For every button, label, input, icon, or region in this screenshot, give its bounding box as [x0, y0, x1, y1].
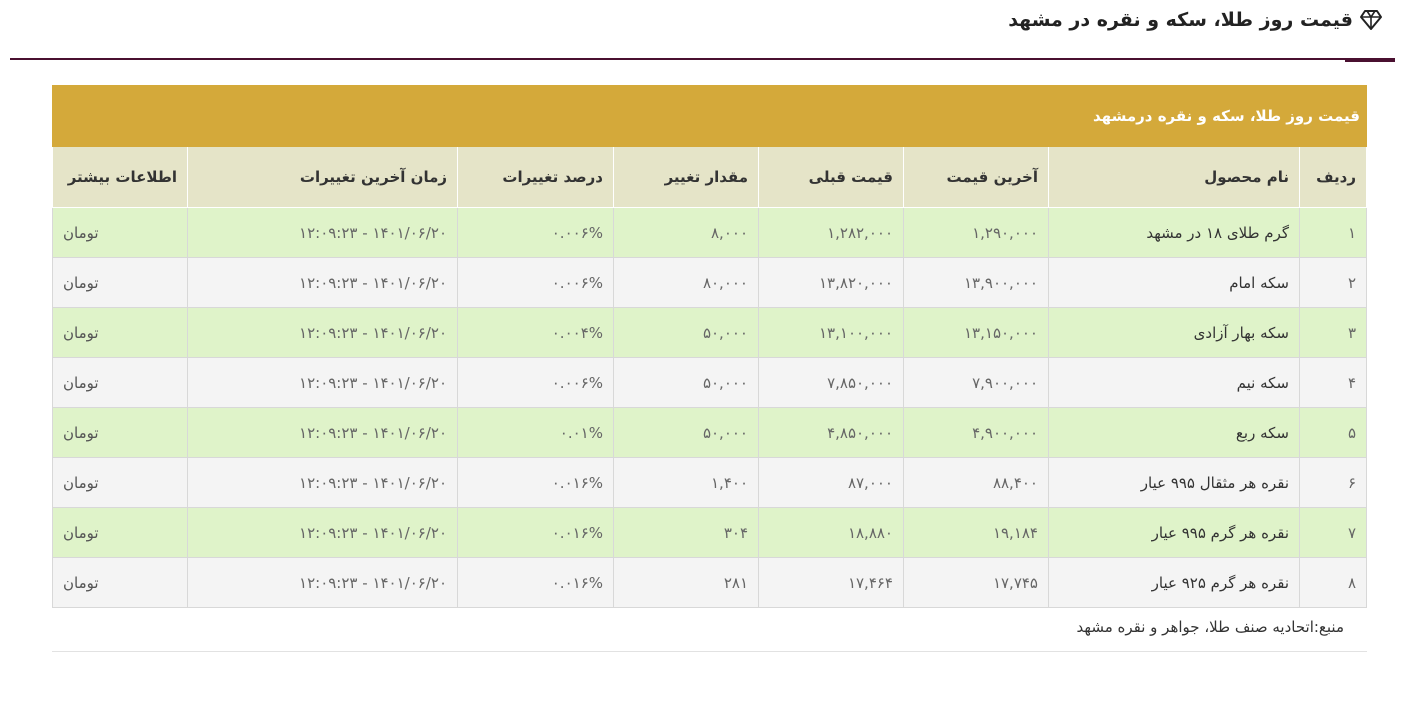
row-prev-price: ۱۷,۴۶۴ [758, 557, 904, 608]
row-unit: تومان [52, 257, 188, 308]
row-last-price: ۸۸,۴۰۰ [903, 457, 1049, 508]
table-body: ۱ گرم طلای ۱۸ در مشهد ۱,۲۹۰,۰۰۰ ۱,۲۸۲,۰۰۰ ۸,… [52, 207, 1367, 608]
table-caption-row: قیمت روز طلا، سکه و نقره درمشهد [52, 85, 1367, 147]
gem-icon [1360, 10, 1382, 30]
row-product-name: سکه امام [1048, 257, 1300, 308]
row-prev-price: ۱۳,۱۰۰,۰۰۰ [758, 307, 904, 358]
col-header-product: نام محصول [1048, 146, 1300, 208]
row-change-percent: ۰.۰۱۶% [457, 457, 614, 508]
row-product-name: سکه نیم [1048, 357, 1300, 408]
table-row: ۷ نقره هر گرم ۹۹۵ عیار ۱۹,۱۸۴ ۱۸,۸۸۰ ۳۰۴ ۰.۰۱… [52, 507, 1367, 558]
row-last-price: ۴,۹۰۰,۰۰۰ [903, 407, 1049, 458]
row-change-percent: ۰.۰۱% [457, 407, 614, 458]
table-row: ۸ نقره هر گرم ۹۲۵ عیار ۱۷,۷۴۵ ۱۷,۴۶۴ ۲۸۱ ۰.۰۱… [52, 557, 1367, 608]
table-row: ۳ سکه بهار آزادی ۱۳,۱۵۰,۰۰۰ ۱۳,۱۰۰,۰۰۰ ۵۰,۰۰… [52, 307, 1367, 358]
row-update-time: ۱۴۰۱/۰۶/۲۰ - ۱۲:۰۹:۲۳ [187, 407, 458, 458]
row-rank: ۳ [1299, 307, 1367, 358]
row-prev-price: ۱,۲۸۲,۰۰۰ [758, 207, 904, 258]
row-last-price: ۱,۲۹۰,۰۰۰ [903, 207, 1049, 258]
row-change-amount: ۸۰,۰۰۰ [613, 257, 759, 308]
row-rank: ۱ [1299, 207, 1367, 258]
col-header-update-time: زمان آخرین تغییرات [187, 146, 458, 208]
row-rank: ۶ [1299, 457, 1367, 508]
row-product-name: سکه ربع [1048, 407, 1300, 458]
row-update-time: ۱۴۰۱/۰۶/۲۰ - ۱۲:۰۹:۲۳ [187, 357, 458, 408]
row-prev-price: ۸۷,۰۰۰ [758, 457, 904, 508]
row-last-price: ۱۷,۷۴۵ [903, 557, 1049, 608]
row-last-price: ۱۳,۹۰۰,۰۰۰ [903, 257, 1049, 308]
row-product-name: نقره هر گرم ۹۲۵ عیار [1048, 557, 1300, 608]
row-change-amount: ۱,۴۰۰ [613, 457, 759, 508]
row-unit: تومان [52, 307, 188, 358]
row-unit: تومان [52, 407, 188, 458]
row-product-name: سکه بهار آزادی [1048, 307, 1300, 358]
page-title-group: قیمت روز طلا، سکه و نقره در مشهد [1008, 8, 1383, 32]
row-change-percent: ۰.۰۰۶% [457, 207, 614, 258]
row-update-time: ۱۴۰۱/۰۶/۲۰ - ۱۲:۰۹:۲۳ [187, 207, 458, 258]
col-header-change-percent: درصد تغییرات [457, 146, 614, 208]
row-unit: تومان [52, 357, 188, 408]
page-header: قیمت روز طلا، سکه و نقره در مشهد [10, 0, 1395, 62]
row-update-time: ۱۴۰۱/۰۶/۲۰ - ۱۲:۰۹:۲۳ [187, 257, 458, 308]
price-table-container: قیمت روز طلا، سکه و نقره درمشهد ردیف نام… [52, 85, 1367, 608]
row-last-price: ۱۹,۱۸۴ [903, 507, 1049, 558]
header-accent-bar [1345, 58, 1395, 62]
row-unit: تومان [52, 507, 188, 558]
table-row: ۱ گرم طلای ۱۸ در مشهد ۱,۲۹۰,۰۰۰ ۱,۲۸۲,۰۰۰ ۸,… [52, 207, 1367, 258]
row-last-price: ۱۳,۱۵۰,۰۰۰ [903, 307, 1049, 358]
row-update-time: ۱۴۰۱/۰۶/۲۰ - ۱۲:۰۹:۲۳ [187, 507, 458, 558]
row-prev-price: ۷,۸۵۰,۰۰۰ [758, 357, 904, 408]
row-prev-price: ۱۸,۸۸۰ [758, 507, 904, 558]
row-unit: تومان [52, 207, 188, 258]
row-prev-price: ۱۳,۸۲۰,۰۰۰ [758, 257, 904, 308]
row-update-time: ۱۴۰۱/۰۶/۲۰ - ۱۲:۰۹:۲۳ [187, 557, 458, 608]
row-rank: ۴ [1299, 357, 1367, 408]
row-unit: تومان [52, 557, 188, 608]
row-update-time: ۱۴۰۱/۰۶/۲۰ - ۱۲:۰۹:۲۳ [187, 307, 458, 358]
row-change-percent: ۰.۰۱۶% [457, 507, 614, 558]
table-header-row: ردیف نام محصول آخرین قیمت قیمت قبلی مقدا… [52, 146, 1367, 208]
row-product-name: نقره هر گرم ۹۹۵ عیار [1048, 507, 1300, 558]
footer-divider [52, 651, 1367, 652]
row-change-percent: ۰.۰۰۶% [457, 357, 614, 408]
col-header-prev-price: قیمت قبلی [758, 146, 904, 208]
col-header-more-info: اطلاعات بیشتر [52, 146, 188, 208]
row-change-amount: ۵۰,۰۰۰ [613, 357, 759, 408]
row-product-name: گرم طلای ۱۸ در مشهد [1048, 207, 1300, 258]
price-table: قیمت روز طلا، سکه و نقره درمشهد ردیف نام… [52, 85, 1367, 608]
row-rank: ۲ [1299, 257, 1367, 308]
row-change-amount: ۵۰,۰۰۰ [613, 407, 759, 458]
row-change-amount: ۳۰۴ [613, 507, 759, 558]
row-change-percent: ۰.۰۰۶% [457, 257, 614, 308]
row-change-percent: ۰.۰۱۶% [457, 557, 614, 608]
table-caption: قیمت روز طلا، سکه و نقره درمشهد [52, 85, 1367, 147]
table-row: ۲ سکه امام ۱۳,۹۰۰,۰۰۰ ۱۳,۸۲۰,۰۰۰ ۸۰,۰۰۰ ۰.۰۰۶… [52, 257, 1367, 308]
row-change-percent: ۰.۰۰۴% [457, 307, 614, 358]
table-row: ۴ سکه نیم ۷,۹۰۰,۰۰۰ ۷,۸۵۰,۰۰۰ ۵۰,۰۰۰ ۰.۰۰۶% ۱۴… [52, 357, 1367, 408]
col-header-change-amount: مقدار تغییر [613, 146, 759, 208]
col-header-last-price: آخرین قیمت [903, 146, 1049, 208]
row-product-name: نقره هر مثقال ۹۹۵ عیار [1048, 457, 1300, 508]
row-change-amount: ۵۰,۰۰۰ [613, 307, 759, 358]
source-note: منبع:اتحادیه صنف طلا، جواهر و نقره مشهد [1076, 618, 1344, 636]
row-rank: ۷ [1299, 507, 1367, 558]
row-rank: ۸ [1299, 557, 1367, 608]
row-update-time: ۱۴۰۱/۰۶/۲۰ - ۱۲:۰۹:۲۳ [187, 457, 458, 508]
page-title: قیمت روز طلا، سکه و نقره در مشهد [1008, 9, 1353, 31]
table-row: ۶ نقره هر مثقال ۹۹۵ عیار ۸۸,۴۰۰ ۸۷,۰۰۰ ۱,۴۰۰… [52, 457, 1367, 508]
row-prev-price: ۴,۸۵۰,۰۰۰ [758, 407, 904, 458]
col-header-rank: ردیف [1299, 146, 1367, 208]
row-change-amount: ۲۸۱ [613, 557, 759, 608]
row-last-price: ۷,۹۰۰,۰۰۰ [903, 357, 1049, 408]
row-change-amount: ۸,۰۰۰ [613, 207, 759, 258]
row-rank: ۵ [1299, 407, 1367, 458]
table-row: ۵ سکه ربع ۴,۹۰۰,۰۰۰ ۴,۸۵۰,۰۰۰ ۵۰,۰۰۰ ۰.۰۱% ۱۴۰… [52, 407, 1367, 458]
row-unit: تومان [52, 457, 188, 508]
